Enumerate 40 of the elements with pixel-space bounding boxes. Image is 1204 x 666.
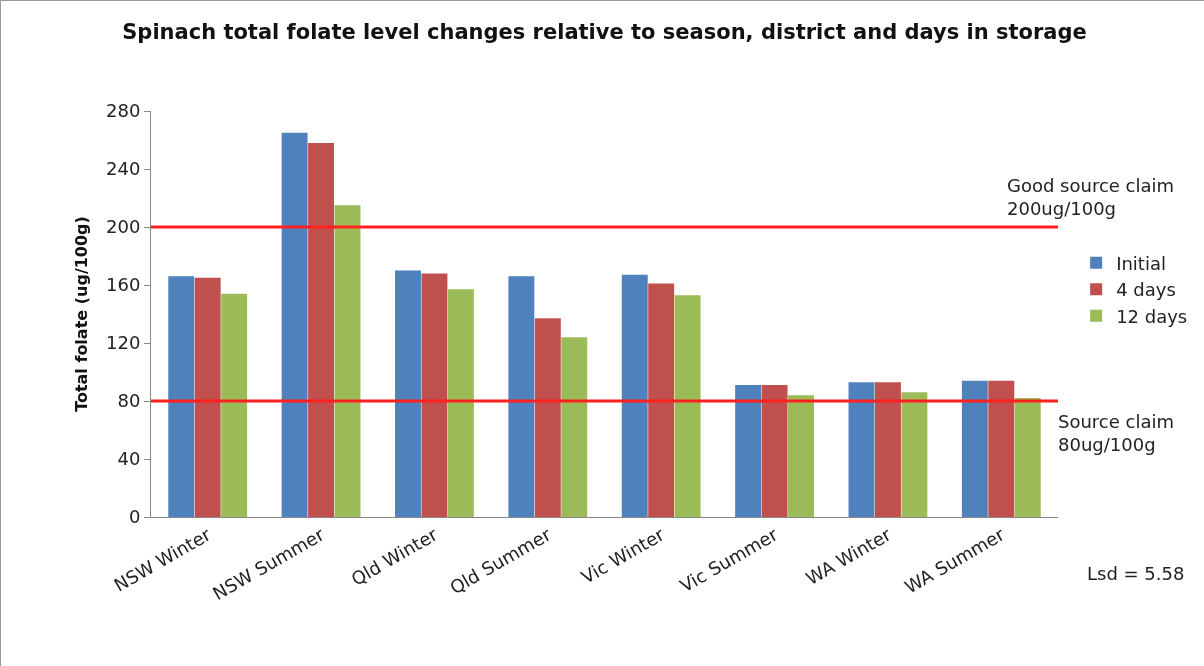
bar bbox=[194, 277, 221, 517]
ref-line-label: Source claim 80ug/100g bbox=[1058, 411, 1175, 456]
bar bbox=[308, 142, 335, 517]
bar bbox=[874, 382, 901, 517]
bar bbox=[961, 380, 988, 517]
y-tick-label: 160 bbox=[106, 274, 141, 296]
y-tick-label: 40 bbox=[117, 448, 141, 470]
bar bbox=[221, 293, 248, 517]
chart-title: Spinach total folate level changes relative to season, district and days in storage bbox=[122, 20, 1087, 45]
y-tick-label: 240 bbox=[106, 158, 141, 180]
bar bbox=[988, 380, 1015, 517]
y-axis-title: Total folate (ug/100g) bbox=[71, 216, 91, 412]
bar bbox=[648, 283, 675, 517]
bar bbox=[848, 382, 875, 517]
legend-label: Initial bbox=[1116, 252, 1166, 274]
y-tick-label: 200 bbox=[106, 216, 141, 238]
bar bbox=[334, 205, 361, 517]
bar bbox=[508, 276, 535, 517]
bar bbox=[901, 392, 928, 517]
ref-line-label: Good source claim 200ug/100g bbox=[1007, 175, 1175, 220]
y-tick-label: 0 bbox=[128, 506, 141, 528]
legend-label: 4 days bbox=[1116, 279, 1176, 301]
bar bbox=[561, 337, 588, 517]
y-tick-label: 120 bbox=[106, 332, 141, 354]
y-tick-label: 80 bbox=[117, 390, 141, 412]
bar bbox=[674, 295, 701, 517]
bar bbox=[1014, 398, 1041, 517]
bar bbox=[447, 289, 474, 517]
bar bbox=[395, 270, 421, 517]
bar bbox=[281, 132, 308, 517]
bar bbox=[168, 276, 195, 517]
bar bbox=[788, 395, 814, 517]
bar bbox=[621, 274, 648, 517]
y-tick-label: 280 bbox=[106, 100, 141, 122]
legend-label: 12 days bbox=[1116, 305, 1188, 327]
bar bbox=[421, 273, 448, 517]
text: Lsd = 5.58 bbox=[1087, 563, 1185, 584]
bar bbox=[534, 318, 561, 517]
bar bbox=[761, 385, 788, 517]
bar bbox=[735, 385, 762, 517]
